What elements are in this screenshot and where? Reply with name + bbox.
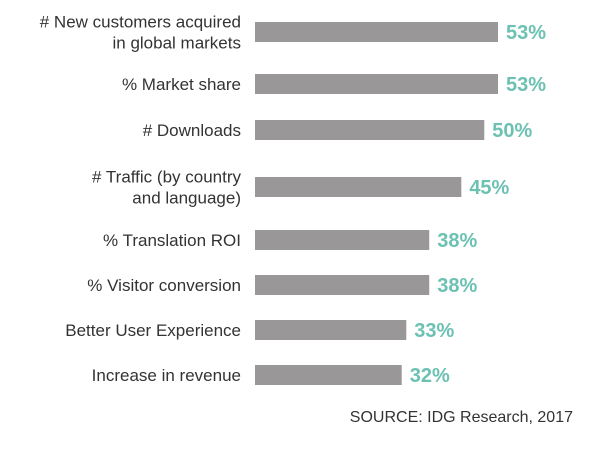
data-label: 38% xyxy=(437,230,477,252)
bar xyxy=(255,22,498,42)
data-label: 53% xyxy=(506,74,546,96)
category-label: # New customers acquired in global market… xyxy=(40,13,241,53)
data-label: 45% xyxy=(469,177,509,199)
bar xyxy=(255,120,485,140)
data-label: 50% xyxy=(492,120,532,142)
category-label: % Visitor conversion xyxy=(87,276,241,295)
category-label: # Downloads xyxy=(143,121,241,140)
bar xyxy=(255,320,407,340)
data-label: 38% xyxy=(437,275,477,297)
category-label: Increase in revenue xyxy=(92,366,241,385)
bar xyxy=(255,365,402,385)
category-label: Better User Experience xyxy=(65,321,241,340)
bar xyxy=(255,230,430,250)
bar xyxy=(255,74,498,94)
category-label: % Translation ROI xyxy=(103,231,241,250)
bar xyxy=(255,177,462,197)
bar xyxy=(255,275,430,295)
data-label: 32% xyxy=(410,365,450,387)
data-label: 53% xyxy=(506,22,546,44)
data-label: 33% xyxy=(414,320,454,342)
category-label: # Traffic (by country and language) xyxy=(92,168,241,208)
category-label: % Market share xyxy=(122,75,241,94)
source-note: SOURCE: IDG Research, 2017 xyxy=(349,409,573,426)
